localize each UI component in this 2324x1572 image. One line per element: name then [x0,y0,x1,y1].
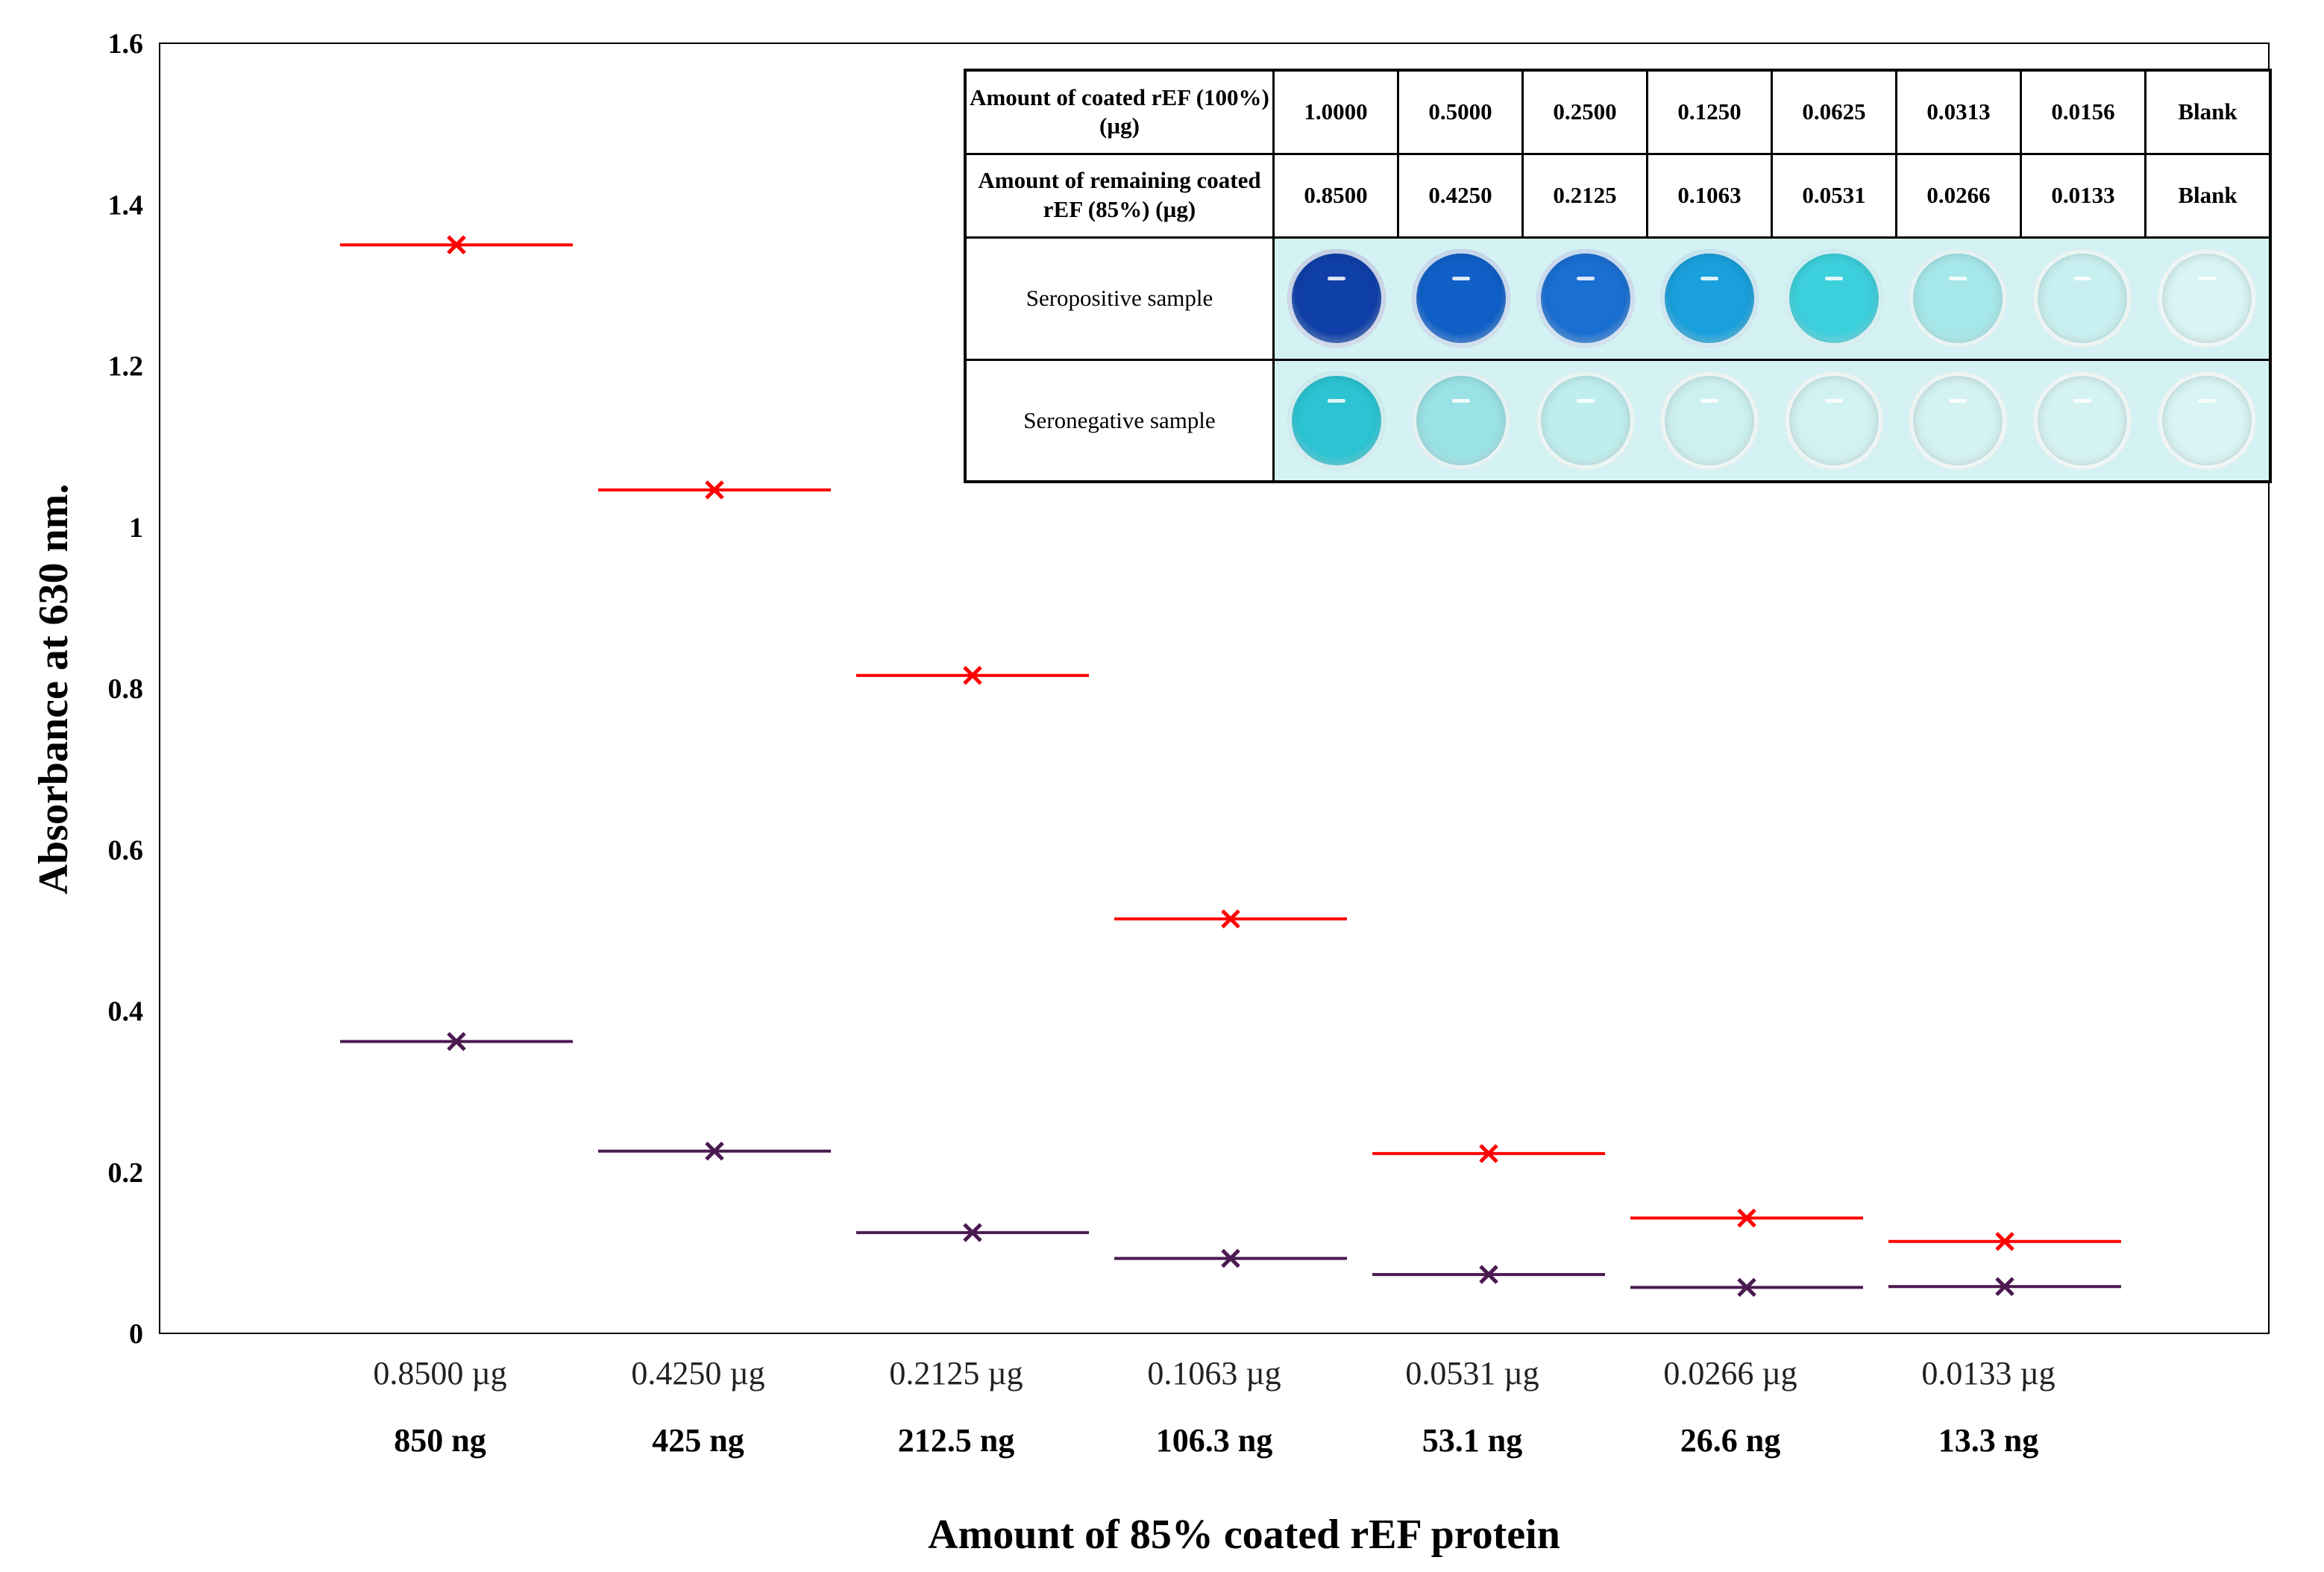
x-tick-label-ng: 850 ng [394,1422,486,1459]
well [2033,249,2132,348]
x-tick-label-ng: 53.1 ng [1422,1422,1522,1459]
x-tick-label: 0.4250 µg [631,1355,764,1392]
seropositive-wells-photo [1272,236,2272,361]
x-tick-label-ng: 13.3 ng [1938,1422,2038,1459]
seronegative-wells-photo [1272,358,2272,483]
y-tick-label: 1 [129,512,143,544]
x-axis-labels: 0.8500 µg 850 ng 0.4250 µg 425 ng 0.2125 µg 2… [373,1355,2055,1459]
y-tick-label: 0.2 [108,1157,144,1189]
data-point [1737,1277,1756,1298]
remaining-value: 0.0531 [1771,152,1897,239]
coated-value: 1.0000 [1272,69,1399,155]
x-tick-label: 0.8500 µg [373,1355,506,1392]
well [1411,249,1510,348]
x-tick-label: 0.0133 µg [1921,1355,2055,1392]
remaining-value: Blank [2144,152,2272,239]
well [1411,371,1510,470]
row-label-coated: Amount of coated rEF (100%) (µg) [964,69,1275,155]
well [1287,371,1386,470]
y-tick-label: 1.2 [108,351,144,383]
coated-value: 0.0313 [1895,69,2022,155]
inset-row-remaining: Amount of remaining coated rEF (85%) (µg… [964,152,2272,239]
x-axis-title: Amount of 85% coated rEF protein [928,1512,1560,1558]
inset-table: Amount of coated rEF (100%) (µg) 1.0000 … [964,69,2272,483]
well [1287,249,1386,348]
remaining-value: 0.1063 [1646,152,1773,239]
data-point [705,480,724,500]
x-tick-label-ng: 425 ng [652,1422,744,1459]
y-axis-title: Absorbance at 630 nm. [31,484,77,895]
series-seropositive [340,235,2121,1251]
data-point [1479,1265,1498,1284]
remaining-value: 0.0133 [2020,152,2146,239]
data-point [1221,1248,1240,1268]
row-label-seronegative: Seronegative sample [964,358,1275,483]
coated-value: 0.2500 [1521,69,1648,155]
seropositive-wells [1275,249,2269,348]
well [1909,249,2008,348]
seronegative-wells [1275,371,2269,470]
data-point [1737,1208,1756,1228]
y-tick-label: 1.4 [108,189,144,221]
well [1909,371,2008,470]
well [2033,371,2132,470]
well [1660,249,1759,348]
well [2157,249,2256,348]
data-point [1479,1144,1498,1163]
data-point [1995,1231,2014,1251]
x-tick-label-ng: 26.6 ng [1680,1422,1780,1459]
y-tick-label: 0.6 [108,834,144,866]
well [1536,371,1635,470]
y-axis-ticks: 0 0.2 0.4 0.6 0.8 1 1.2 1.4 1.6 [108,28,144,1350]
remaining-value: 0.4250 [1397,152,1524,239]
x-tick-label: 0.0266 µg [1663,1355,1797,1392]
data-point [963,1223,982,1242]
inset-row-seropositive: Seropositive sample [964,236,2272,361]
series-seronegative [340,1031,2121,1298]
coated-value: 0.5000 [1397,69,1524,155]
inset-row-coated: Amount of coated rEF (100%) (µg) 1.0000 … [964,69,2272,155]
well [1784,371,1883,470]
row-label-seropositive: Seropositive sample [964,236,1275,361]
x-tick-label: 0.0531 µg [1405,1355,1539,1392]
well [1536,249,1635,348]
x-tick-label-ng: 106.3 ng [1156,1422,1272,1459]
remaining-value: 0.8500 [1272,152,1399,239]
coated-value: 0.0156 [2020,69,2146,155]
row-label-remaining: Amount of remaining coated rEF (85%) (µg… [964,152,1275,239]
well [1660,371,1759,470]
data-point [447,1031,466,1051]
y-tick-label: 0.8 [108,673,144,705]
data-point [705,1141,724,1161]
well [2157,371,2256,470]
data-point [1221,909,1240,929]
coated-value: 0.1250 [1646,69,1773,155]
y-tick-label: 0 [129,1318,143,1350]
remaining-value: 0.2125 [1521,152,1648,239]
x-tick-label: 0.1063 µg [1147,1355,1281,1392]
y-tick-label: 0.4 [108,996,144,1028]
data-point [447,235,466,255]
x-tick-label-ng: 212.5 ng [898,1422,1014,1459]
y-tick-label: 1.6 [108,28,144,60]
series-layer [340,235,2121,1298]
coated-value: 0.0625 [1771,69,1897,155]
data-point [963,665,982,685]
x-tick-label: 0.2125 µg [889,1355,1023,1392]
remaining-value: 0.0266 [1895,152,2022,239]
data-point [1995,1277,2014,1297]
inset-row-seronegative: Seronegative sample [964,358,2272,483]
coated-value: Blank [2144,69,2272,155]
well [1784,249,1883,348]
